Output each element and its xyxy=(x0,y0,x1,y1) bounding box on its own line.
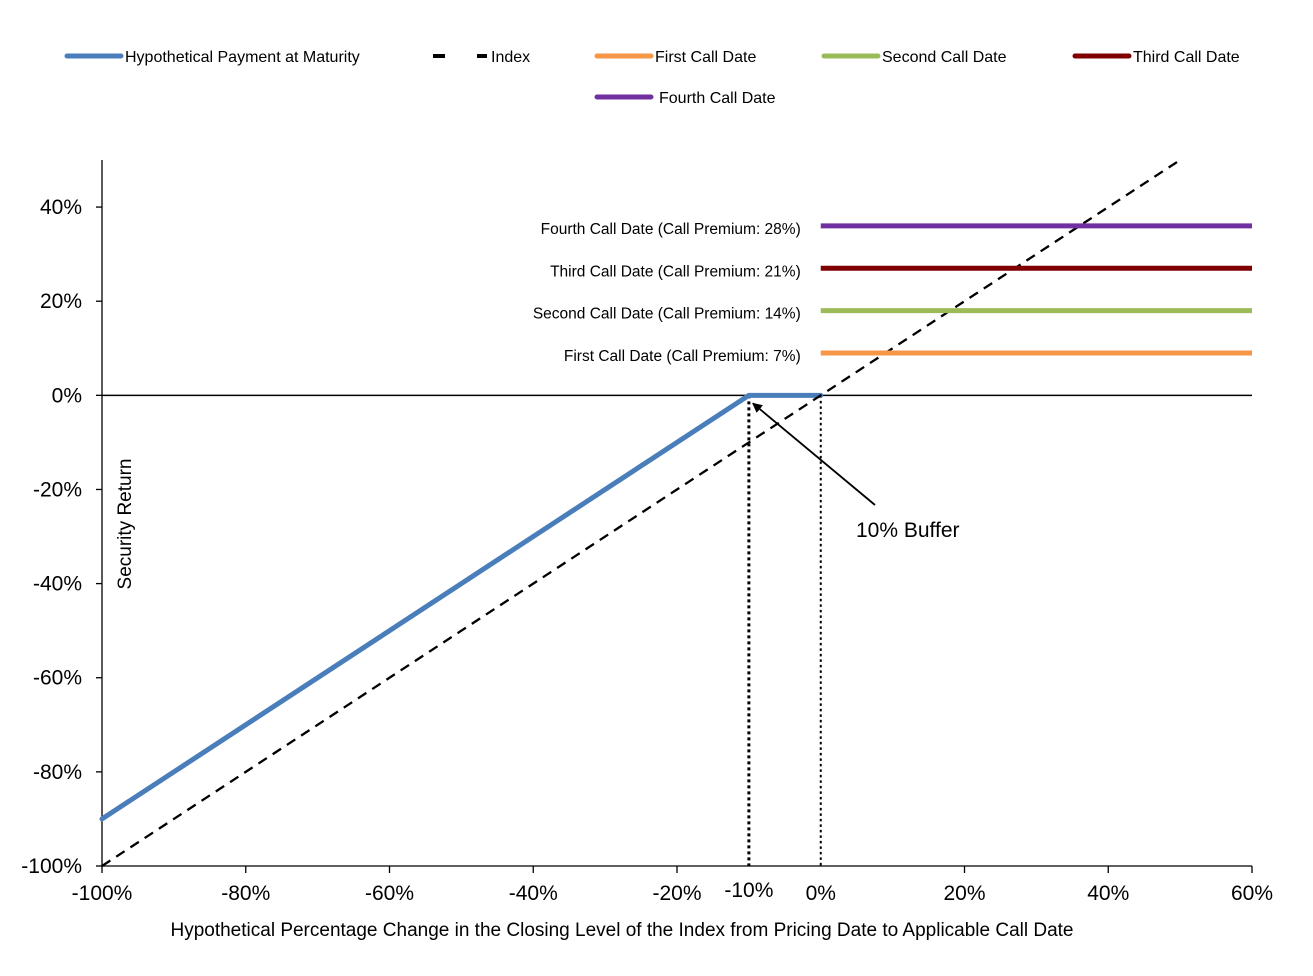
x-tick-label: -20% xyxy=(652,882,701,905)
x-tick-label: 0% xyxy=(806,882,836,905)
x-tick-label: 40% xyxy=(1087,882,1129,905)
call-premium-label: Fourth Call Date (Call Premium: 28%) xyxy=(541,221,801,238)
x-tick-label: 60% xyxy=(1231,882,1273,905)
call-premium-label: Third Call Date (Call Premium: 21%) xyxy=(550,263,801,280)
x-axis-title: Hypothetical Percentage Change in the Cl… xyxy=(170,920,1073,941)
legend-label: Index xyxy=(491,49,530,66)
y-tick-label: 0% xyxy=(52,384,82,407)
y-tick-label: -20% xyxy=(33,478,82,501)
x-tick-label: -40% xyxy=(509,882,558,905)
call-premium-label: Second Call Date (Call Premium: 14%) xyxy=(533,306,801,323)
y-tick-label: 40% xyxy=(40,196,82,219)
x-tick-label: -60% xyxy=(365,882,414,905)
payment-series-line xyxy=(99,392,824,822)
call-premium-label: First Call Date (Call Premium: 7%) xyxy=(564,348,801,365)
y-axis-title: Security Return xyxy=(115,459,136,590)
y-tick-label: -80% xyxy=(33,761,82,784)
x-tick-label: -10% xyxy=(724,879,773,902)
legend-label: Third Call Date xyxy=(1133,49,1240,66)
y-tick-label: 20% xyxy=(40,290,82,313)
buffer-label: 10% Buffer xyxy=(856,519,960,542)
y-tick-label: -60% xyxy=(33,667,82,690)
y-tick-label: -40% xyxy=(33,573,82,596)
x-tick-label: -100% xyxy=(72,882,133,905)
x-tick-label: -80% xyxy=(221,882,270,905)
legend-label: First Call Date xyxy=(655,49,756,66)
x-tick-label: 20% xyxy=(943,882,985,905)
index-series-line xyxy=(101,159,1181,867)
legend-label: Fourth Call Date xyxy=(659,90,776,107)
legend-label: Hypothetical Payment at Maturity xyxy=(125,49,360,66)
buffer-arrow xyxy=(752,402,876,506)
y-tick-label: -100% xyxy=(21,855,82,878)
legend-label: Second Call Date xyxy=(882,49,1007,66)
